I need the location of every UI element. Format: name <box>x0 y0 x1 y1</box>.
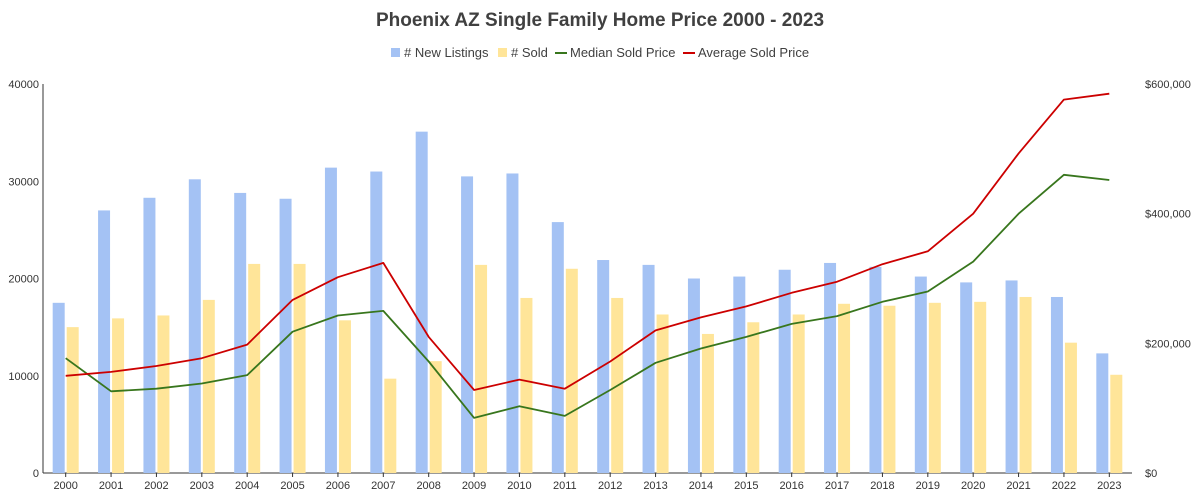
legend-label-average-sold-price: Average Sold Price <box>698 45 809 60</box>
bar-new-listings-2002 <box>143 197 156 473</box>
x-axis-tick-label: 2018 <box>870 480 894 492</box>
left-axis-tick-label: 30000 <box>8 176 39 188</box>
bar-sold-2018 <box>883 305 896 473</box>
bars <box>52 131 1123 474</box>
bar-sold-2014 <box>701 333 714 473</box>
line-average-sold-price <box>65 92 1110 391</box>
x-axis-tick-label: 2010 <box>507 480 531 492</box>
x-axis-tick-label: 2000 <box>53 480 77 492</box>
x-axis-tick-label: 2017 <box>825 480 849 492</box>
bar-new-listings-2004 <box>234 192 247 474</box>
bar-sold-2008 <box>429 361 442 473</box>
x-axis-tick-label: 2003 <box>190 480 214 492</box>
bar-sold-2019 <box>928 302 941 473</box>
bar-new-listings-2023 <box>1096 353 1109 473</box>
x-axis-tick-label: 2016 <box>779 480 803 492</box>
legend-label-sold: # Sold <box>511 45 548 60</box>
legend-swatch-sold <box>498 48 507 57</box>
legend-item-median-sold-price: Median Sold Price <box>555 45 676 60</box>
x-axis-tick-label: 2022 <box>1052 480 1076 492</box>
bar-sold-2011 <box>565 268 578 473</box>
bar-new-listings-2013 <box>642 264 655 473</box>
bar-new-listings-2020 <box>960 282 973 473</box>
right-axis-tick-label: $600,000 <box>1145 79 1191 91</box>
bar-new-listings-2008 <box>415 131 428 473</box>
x-axis-tick-label: 2019 <box>916 480 940 492</box>
legend: # New Listings # Sold Median Sold Price … <box>391 45 809 60</box>
legend-label-median-sold-price: Median Sold Price <box>570 45 676 60</box>
x-axis-tick-label: 2007 <box>371 480 395 492</box>
bar-new-listings-2010 <box>506 173 519 473</box>
bar-sold-2000 <box>66 327 79 473</box>
x-axis-tick-label: 2011 <box>553 480 577 492</box>
bar-new-listings-2000 <box>52 302 65 473</box>
x-axis-tick-label: 2013 <box>643 480 667 492</box>
x-axis-tick-label: 2014 <box>689 480 713 492</box>
legend-item-new-listings: # New Listings <box>391 45 489 60</box>
bar-sold-2023 <box>1110 374 1123 473</box>
legend-item-average-sold-price: Average Sold Price <box>683 45 809 60</box>
x-axis-tick-label: 2008 <box>416 480 440 492</box>
bar-sold-2015 <box>747 322 760 473</box>
legend-swatch-new-listings <box>391 48 400 57</box>
bar-new-listings-2022 <box>1050 296 1063 473</box>
x-axis-tick-label: 2020 <box>961 480 985 492</box>
x-axis-tick-label: 2021 <box>1006 480 1030 492</box>
bar-sold-2001 <box>112 318 125 473</box>
x-axis-tick-label: 2023 <box>1097 480 1121 492</box>
line-median-sold-price <box>65 173 1110 419</box>
lines <box>65 92 1110 419</box>
left-axis-tick-label: 40000 <box>8 79 39 91</box>
bar-sold-2007 <box>384 378 397 473</box>
left-axis-tick-label: 20000 <box>8 274 39 286</box>
left-axis-tick-label: 0 <box>33 468 39 480</box>
x-axis-tick-label: 2012 <box>598 480 622 492</box>
bar-new-listings-2003 <box>188 179 201 473</box>
bar-new-listings-2017 <box>824 262 837 473</box>
x-axis-tick-label: 2004 <box>235 480 259 492</box>
bar-sold-2017 <box>838 303 851 473</box>
bar-sold-2006 <box>338 320 351 473</box>
x-axis-tick-label: 2005 <box>280 480 304 492</box>
legend-item-sold: # Sold <box>498 45 548 60</box>
bar-sold-2009 <box>475 264 488 473</box>
bar-new-listings-2009 <box>461 176 474 473</box>
bar-new-listings-2019 <box>914 276 927 473</box>
bar-new-listings-2018 <box>869 266 882 473</box>
left-axis-tick-label: 10000 <box>8 371 39 383</box>
x-axis-ticks: 2000 2001 2002 2003 2004 2005 2006 2007 2008 2009… <box>53 473 1122 492</box>
x-axis-tick-label: 2001 <box>99 480 123 492</box>
right-axis-tick-label: $400,000 <box>1145 209 1191 221</box>
bar-new-listings-2007 <box>370 171 383 473</box>
bar-sold-2016 <box>792 314 805 473</box>
left-axis-ticks: 0 10000 20000 30000 40000 <box>8 79 39 480</box>
x-axis-tick-label: 2002 <box>144 480 168 492</box>
right-axis-tick-label: $200,000 <box>1145 338 1191 350</box>
bar-new-listings-2005 <box>279 198 292 473</box>
legend-label-new-listings: # New Listings <box>404 45 489 60</box>
bar-new-listings-2014 <box>687 278 700 473</box>
right-axis-ticks: $0 $200,000 $400,000 $600,000 <box>1145 79 1191 480</box>
bar-sold-2021 <box>1019 296 1032 473</box>
bar-new-listings-2011 <box>551 222 564 473</box>
bar-new-listings-2001 <box>98 210 111 474</box>
bar-sold-2002 <box>157 315 170 473</box>
bar-sold-2020 <box>974 301 987 473</box>
bar-new-listings-2006 <box>324 167 337 473</box>
bar-new-listings-2021 <box>1005 280 1018 473</box>
bar-sold-2005 <box>293 263 306 473</box>
x-axis-tick-label: 2009 <box>462 480 486 492</box>
right-axis-tick-label: $0 <box>1145 468 1157 480</box>
bar-sold-2003 <box>202 299 215 473</box>
bar-sold-2022 <box>1064 342 1077 473</box>
chart-title: Phoenix AZ Single Family Home Price 2000… <box>376 10 824 31</box>
x-axis-tick-label: 2006 <box>326 480 350 492</box>
bar-sold-2010 <box>520 297 533 473</box>
bar-new-listings-2015 <box>733 276 746 473</box>
bar-new-listings-2016 <box>778 269 791 473</box>
x-axis-tick-label: 2015 <box>734 480 758 492</box>
bar-sold-2013 <box>656 314 669 473</box>
